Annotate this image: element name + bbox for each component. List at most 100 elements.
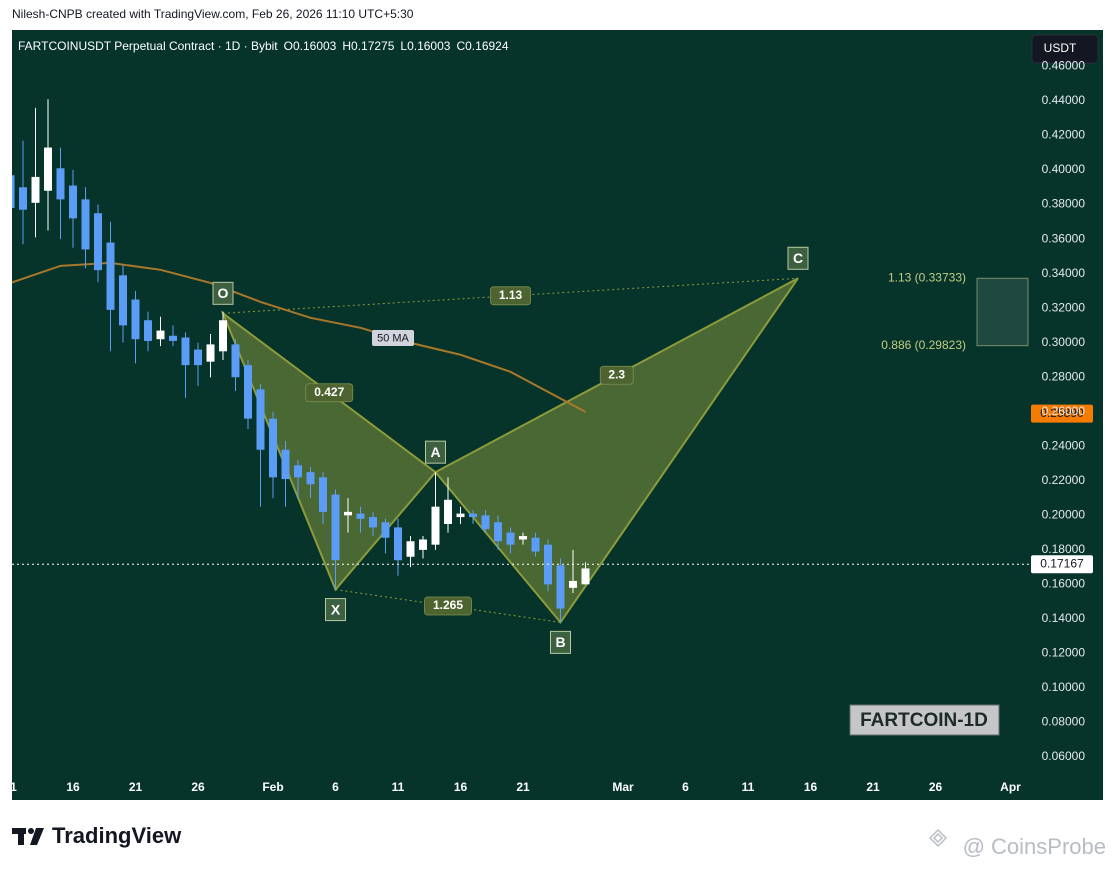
y-tick-label: 0.42000 xyxy=(1042,128,1086,142)
candle-body xyxy=(344,511,352,516)
y-tick-label: 0.14000 xyxy=(1042,611,1086,625)
candle-body xyxy=(369,517,377,528)
candle-body xyxy=(206,344,215,362)
point-box xyxy=(550,630,571,654)
symbol: FARTCOINUSDT Perpetual Contract · 1D · B… xyxy=(18,39,278,53)
ratio-label: 1.265 xyxy=(433,598,463,612)
candle-body xyxy=(269,418,277,478)
x-tick-label: 11 xyxy=(742,780,755,794)
y-tick-label: 0.06000 xyxy=(1042,749,1086,763)
x-tick-label: 21 xyxy=(129,780,143,794)
candle-body xyxy=(69,185,77,219)
candle-body xyxy=(281,449,290,480)
x-tick-label: 26 xyxy=(929,780,943,794)
candle-body xyxy=(481,515,490,530)
candle-body xyxy=(456,513,465,518)
y-tick-label: 0.24000 xyxy=(1042,438,1086,452)
ohlc-open: O0.16003 xyxy=(284,39,337,53)
candle-body xyxy=(419,539,427,550)
level-label: 0.886 (0.29823) xyxy=(881,338,966,352)
candle-body xyxy=(44,147,52,191)
ratio-box xyxy=(305,383,354,403)
ratio-box xyxy=(490,286,531,306)
y-tick-label: 0.36000 xyxy=(1042,231,1086,245)
ma-price-box xyxy=(1031,404,1093,423)
ratio-box xyxy=(424,596,472,616)
candle-body xyxy=(531,537,540,552)
target-zone xyxy=(976,277,1029,347)
y-tick-label: 0.18000 xyxy=(1042,542,1086,556)
point-label: X xyxy=(331,601,341,617)
ratio-line xyxy=(222,277,799,314)
ma-price-label: 0.25890 xyxy=(1040,406,1084,420)
point-box xyxy=(425,440,446,464)
point-box xyxy=(787,246,809,270)
candle-body xyxy=(144,320,152,341)
logo-shape xyxy=(30,828,44,845)
footer-watermark: @ CoinsProbe xyxy=(963,834,1106,859)
y-tick-label: 0.30000 xyxy=(1042,335,1086,349)
candle-body xyxy=(444,499,452,524)
candle-body xyxy=(469,513,477,518)
x-tick-label: 11 xyxy=(4,780,17,794)
candle-body xyxy=(94,213,102,271)
candle-body xyxy=(494,522,502,542)
x-tick-label: 26 xyxy=(191,780,205,794)
currency-label[interactable]: USDT xyxy=(1044,41,1077,55)
point-label: O xyxy=(218,285,229,301)
watermark-icon xyxy=(928,828,948,848)
candle-body xyxy=(394,527,402,561)
candle-body xyxy=(356,513,365,519)
y-tick-label: 0.26000 xyxy=(1042,404,1086,418)
y-tick-label: 0.08000 xyxy=(1042,715,1086,729)
tv-logo xyxy=(12,828,44,845)
y-tick-label: 0.44000 xyxy=(1042,93,1086,107)
candle-body xyxy=(581,568,590,585)
candle-body xyxy=(181,337,190,366)
candle-body xyxy=(306,472,315,485)
candle-body xyxy=(381,522,390,538)
currency-button[interactable] xyxy=(1031,34,1099,64)
point-label: A xyxy=(430,444,440,460)
y-tick-label: 0.40000 xyxy=(1042,162,1086,176)
ohlc-high: H0.17275 xyxy=(342,39,394,53)
logo-shape xyxy=(28,828,34,834)
plot-area: 50 MA 1.13 (0.33733) 0.886 (0.29823) 0.427 1… xyxy=(12,99,1030,654)
candle-body xyxy=(131,299,140,340)
ohlc-close: C0.16924 xyxy=(456,39,508,53)
candle-body xyxy=(31,176,40,203)
ma-label-box xyxy=(372,330,414,346)
y-tick-label: 0.38000 xyxy=(1042,197,1086,211)
ratio-label: 1.13 xyxy=(499,288,523,302)
candle-body xyxy=(244,365,252,419)
point-label: B xyxy=(555,634,565,650)
x-tick-label: 6 xyxy=(332,780,339,794)
y-tick-label: 0.22000 xyxy=(1042,473,1086,487)
candle-body xyxy=(294,465,302,478)
candle-body xyxy=(231,344,240,378)
level-label: 1.13 (0.33733) xyxy=(888,270,966,284)
candle-body xyxy=(169,335,177,341)
point-box xyxy=(325,598,346,622)
credit: Nilesh-CNPB created with TradingView.com… xyxy=(12,7,414,21)
candle-body xyxy=(431,506,440,545)
y-tick-label: 0.16000 xyxy=(1042,577,1086,591)
candle-body xyxy=(219,320,227,352)
point-label: C xyxy=(793,250,803,266)
logo-shape xyxy=(18,828,24,845)
ratio-label: 0.427 xyxy=(314,385,344,399)
candle-body xyxy=(556,565,565,609)
y-tick-label: 0.28000 xyxy=(1042,369,1086,383)
candle-body xyxy=(194,349,202,366)
ma-label: 50 MA xyxy=(377,332,409,344)
candle-body xyxy=(506,532,515,545)
ratio-label: 2.3 xyxy=(608,367,625,381)
watermark-box xyxy=(849,704,1000,736)
x-tick-label: 16 xyxy=(804,780,818,794)
last-price-label: 0.17167 xyxy=(1040,556,1084,570)
x-tick-label: Apr xyxy=(1000,780,1021,794)
candle-body xyxy=(106,242,115,310)
y-tick-label: 0.34000 xyxy=(1042,266,1086,280)
candle-body xyxy=(19,187,27,210)
candle-body xyxy=(256,389,265,450)
